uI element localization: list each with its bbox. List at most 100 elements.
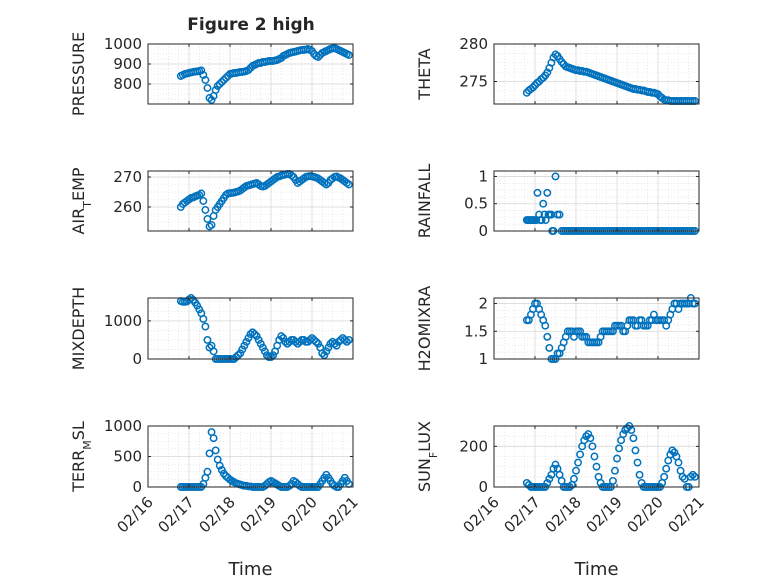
data-point — [590, 452, 599, 461]
data-point — [215, 461, 224, 470]
data-point — [668, 446, 677, 455]
data-point — [213, 82, 222, 90]
data-point — [215, 80, 224, 88]
y-tick-label: 800 — [113, 75, 142, 93]
subplot-5: 0 1000 MIXDEPTH — [69, 287, 354, 370]
y-tick-label: 900 — [113, 55, 142, 73]
data-point — [686, 472, 695, 481]
y-tick-label: 270 — [113, 168, 142, 186]
data-point — [320, 351, 329, 360]
data-point — [592, 462, 601, 471]
axes-box — [493, 297, 700, 360]
data-point — [522, 478, 531, 487]
data-point — [203, 335, 212, 344]
data-point — [543, 332, 552, 341]
data-point — [207, 221, 216, 229]
data-point — [674, 458, 683, 467]
y-axis-label-part: H2OMIXRA — [415, 286, 434, 372]
subplot-1: 800 900 1000 PRESSURE — [69, 32, 354, 116]
data-point — [209, 434, 218, 443]
data-point — [254, 335, 263, 344]
data-point — [267, 353, 275, 362]
data-point — [242, 337, 251, 346]
subplot-2: 275 280 THETA — [415, 35, 700, 105]
y-tick-label: 2 — [478, 295, 488, 313]
y-axis-label-part: SUN — [415, 458, 434, 492]
data-point — [330, 339, 339, 348]
axes-box — [493, 170, 700, 232]
figure-title: Figure 2 high — [187, 15, 315, 35]
y-tick-label: 0.5 — [464, 195, 488, 213]
data-point — [344, 51, 353, 59]
y-tick-label: 1000 — [104, 35, 142, 53]
data-point — [539, 73, 548, 82]
axes-box — [147, 170, 354, 232]
y-axis-label: SUNFLUX — [415, 421, 440, 492]
data-point — [256, 339, 265, 348]
data-point — [201, 76, 210, 84]
data-point — [586, 434, 595, 443]
y-axis-label-subscript: T — [81, 201, 94, 209]
data-point — [205, 94, 214, 102]
data-point — [633, 458, 642, 467]
data-point — [211, 86, 220, 94]
data-point — [574, 458, 582, 467]
data-point — [662, 464, 671, 473]
y-tick-label: 1.5 — [464, 322, 488, 340]
x-axis-label: Time — [227, 559, 272, 580]
data-point — [244, 334, 253, 342]
data-point — [613, 454, 621, 463]
data-point — [201, 206, 210, 214]
data-point — [619, 430, 628, 439]
data-point — [623, 424, 632, 432]
y-tick-label: 0 — [478, 222, 488, 240]
data-point — [615, 444, 623, 453]
data-point — [576, 450, 585, 459]
y-axis-label-subscript: M — [81, 440, 94, 450]
y-axis-label-part: EMP — [69, 167, 88, 201]
data-point — [244, 66, 253, 74]
data-point — [201, 322, 210, 331]
data-point — [324, 343, 333, 352]
subplot-6: 1 1.5 2 H2OMIXRA — [415, 286, 700, 372]
data-point — [541, 321, 550, 330]
y-axis-label: TERRMSL — [69, 421, 94, 493]
data-point — [285, 481, 294, 490]
data-point — [203, 215, 212, 223]
data-point — [627, 426, 636, 435]
data-point — [611, 466, 619, 475]
data-point — [221, 74, 230, 82]
y-axis-label: MIXDEPTH — [69, 287, 88, 370]
data-point — [269, 351, 277, 360]
data-point — [207, 96, 216, 104]
data-point — [203, 84, 212, 92]
data-point — [570, 474, 578, 483]
data-point — [533, 188, 542, 197]
data-point — [690, 472, 699, 481]
data-point — [588, 442, 597, 451]
data-point — [217, 78, 226, 86]
data-point — [340, 335, 349, 344]
axes-box — [493, 43, 700, 105]
data-point — [344, 180, 353, 189]
y-axis-label-subscript: F — [427, 452, 440, 458]
data-point — [219, 76, 228, 84]
y-tick-label: 275 — [459, 73, 488, 91]
data-point — [195, 305, 204, 314]
data-point — [555, 210, 564, 219]
data-point — [543, 188, 552, 197]
y-axis-label-part: THETA — [415, 48, 434, 100]
y-axis-label-part: LUX — [415, 421, 434, 452]
data-point — [199, 197, 208, 205]
data-point — [551, 460, 560, 469]
data-point — [543, 478, 552, 487]
y-tick-label: 1000 — [104, 312, 142, 330]
subplot-3: 260 270 AIRTEMP — [69, 167, 354, 235]
data-point — [539, 199, 548, 208]
data-point — [209, 347, 218, 356]
axes-box — [147, 297, 354, 360]
y-axis-label-part: AIR — [69, 208, 88, 235]
data-point — [197, 189, 206, 198]
data-point — [205, 449, 214, 458]
y-axis-label: RAINFALL — [415, 164, 434, 239]
